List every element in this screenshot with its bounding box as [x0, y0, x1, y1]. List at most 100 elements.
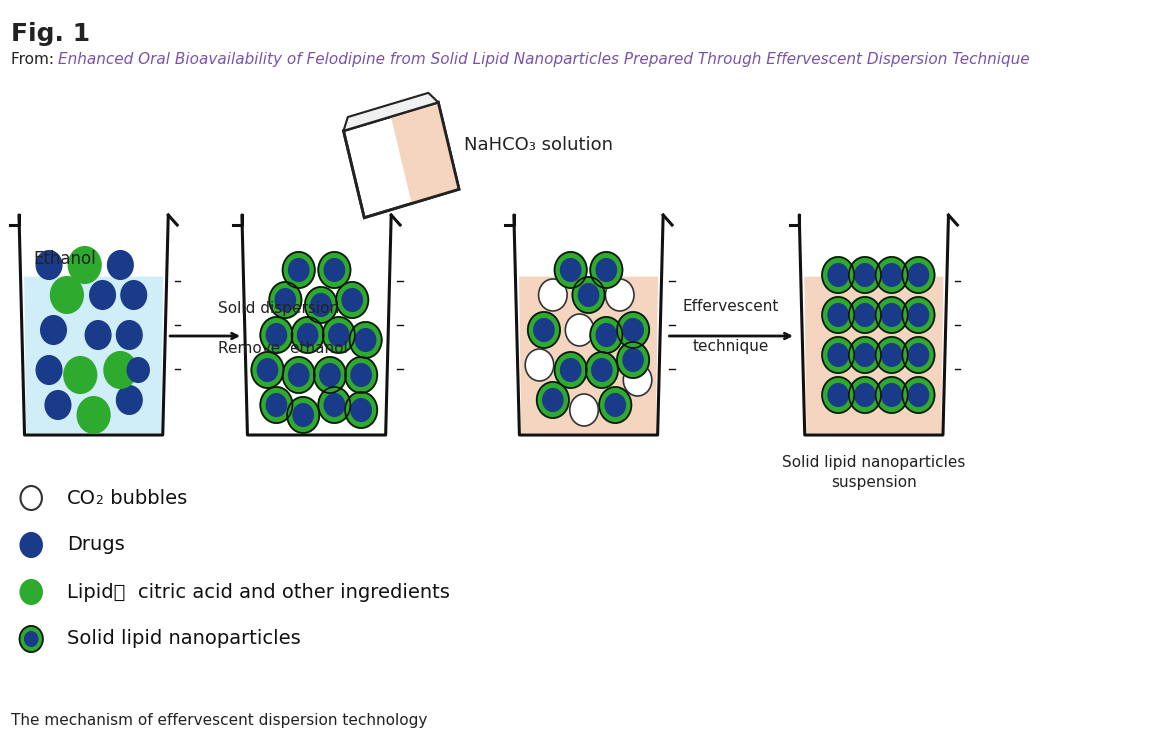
Circle shape — [876, 377, 908, 413]
Circle shape — [849, 297, 880, 333]
Circle shape — [566, 314, 594, 346]
Circle shape — [537, 382, 569, 418]
Text: CO: CO — [67, 488, 96, 507]
Circle shape — [270, 282, 301, 318]
Text: Fig. 1: Fig. 1 — [10, 22, 90, 46]
Circle shape — [823, 257, 854, 293]
Circle shape — [882, 384, 901, 406]
Circle shape — [117, 321, 142, 349]
Circle shape — [876, 297, 908, 333]
Circle shape — [528, 312, 560, 348]
Circle shape — [561, 259, 581, 281]
Circle shape — [21, 580, 42, 604]
Circle shape — [597, 324, 617, 346]
Circle shape — [345, 392, 377, 428]
Circle shape — [289, 259, 309, 281]
Circle shape — [352, 399, 371, 421]
Circle shape — [585, 352, 618, 388]
Circle shape — [266, 324, 286, 346]
Text: 2: 2 — [95, 494, 103, 507]
Circle shape — [882, 344, 901, 366]
Circle shape — [592, 359, 612, 381]
Circle shape — [352, 364, 371, 386]
Circle shape — [21, 533, 42, 557]
Circle shape — [287, 397, 319, 433]
Circle shape — [823, 337, 854, 373]
Text: From:: From: — [10, 52, 59, 67]
Circle shape — [282, 357, 315, 393]
Circle shape — [855, 304, 875, 326]
Circle shape — [104, 352, 137, 388]
Circle shape — [325, 259, 344, 281]
Circle shape — [902, 377, 935, 413]
Text: Solid lipid nanoparticles: Solid lipid nanoparticles — [67, 630, 301, 649]
Circle shape — [828, 264, 848, 286]
Circle shape — [535, 319, 554, 341]
Circle shape — [823, 297, 854, 333]
Polygon shape — [344, 93, 439, 131]
Text: Ethanol: Ethanol — [34, 250, 96, 268]
Circle shape — [86, 321, 111, 349]
Circle shape — [902, 337, 935, 373]
Circle shape — [624, 319, 643, 341]
Circle shape — [45, 391, 71, 419]
Circle shape — [40, 316, 66, 344]
Circle shape — [78, 397, 110, 433]
Circle shape — [258, 359, 278, 381]
Polygon shape — [344, 102, 459, 218]
Text: Solid dispersion: Solid dispersion — [219, 301, 340, 316]
Text: Enhanced Oral Bioavailability of Felodipine from Solid Lipid Nanoparticles Prepa: Enhanced Oral Bioavailability of Felodip… — [58, 52, 1030, 67]
Circle shape — [342, 289, 362, 311]
Circle shape — [318, 387, 351, 423]
Circle shape — [356, 329, 375, 351]
Circle shape — [21, 486, 42, 510]
Circle shape — [554, 352, 587, 388]
Circle shape — [51, 277, 83, 313]
Circle shape — [37, 356, 61, 384]
Circle shape — [597, 259, 617, 281]
Circle shape — [855, 264, 875, 286]
Circle shape — [538, 279, 567, 311]
Circle shape — [828, 344, 848, 366]
Circle shape — [908, 304, 928, 326]
Circle shape — [25, 632, 37, 646]
Text: Lipid，  citric acid and other ingredients: Lipid， citric acid and other ingredients — [67, 583, 450, 602]
Circle shape — [323, 317, 355, 353]
Circle shape — [590, 317, 622, 353]
Text: The mechanism of effervescent dispersion technology: The mechanism of effervescent dispersion… — [10, 713, 427, 728]
Circle shape — [349, 322, 382, 358]
Text: Drugs: Drugs — [67, 535, 125, 554]
Polygon shape — [249, 433, 384, 435]
Circle shape — [127, 358, 149, 382]
Circle shape — [318, 252, 351, 288]
Circle shape — [624, 364, 651, 396]
Circle shape — [37, 251, 61, 279]
Circle shape — [20, 626, 43, 652]
Circle shape — [292, 317, 324, 353]
Circle shape — [855, 384, 875, 406]
Text: NaHCO₃ solution: NaHCO₃ solution — [464, 136, 613, 154]
Circle shape — [314, 357, 346, 393]
Circle shape — [599, 387, 632, 423]
Circle shape — [605, 279, 634, 311]
Circle shape — [624, 349, 643, 371]
Circle shape — [260, 387, 293, 423]
Circle shape — [849, 377, 880, 413]
Circle shape — [908, 264, 928, 286]
Circle shape — [849, 257, 880, 293]
Text: Solid lipid nanoparticles: Solid lipid nanoparticles — [782, 455, 966, 470]
Circle shape — [908, 344, 928, 366]
Circle shape — [849, 337, 880, 373]
Circle shape — [855, 344, 875, 366]
Polygon shape — [391, 102, 459, 203]
Circle shape — [554, 252, 587, 288]
Circle shape — [117, 386, 142, 414]
Circle shape — [573, 277, 605, 313]
Circle shape — [543, 389, 562, 411]
Text: suspension: suspension — [831, 475, 916, 490]
Circle shape — [569, 394, 598, 426]
Circle shape — [882, 264, 901, 286]
Circle shape — [337, 282, 368, 318]
Polygon shape — [519, 277, 658, 433]
Text: Effervescent: Effervescent — [683, 299, 780, 314]
